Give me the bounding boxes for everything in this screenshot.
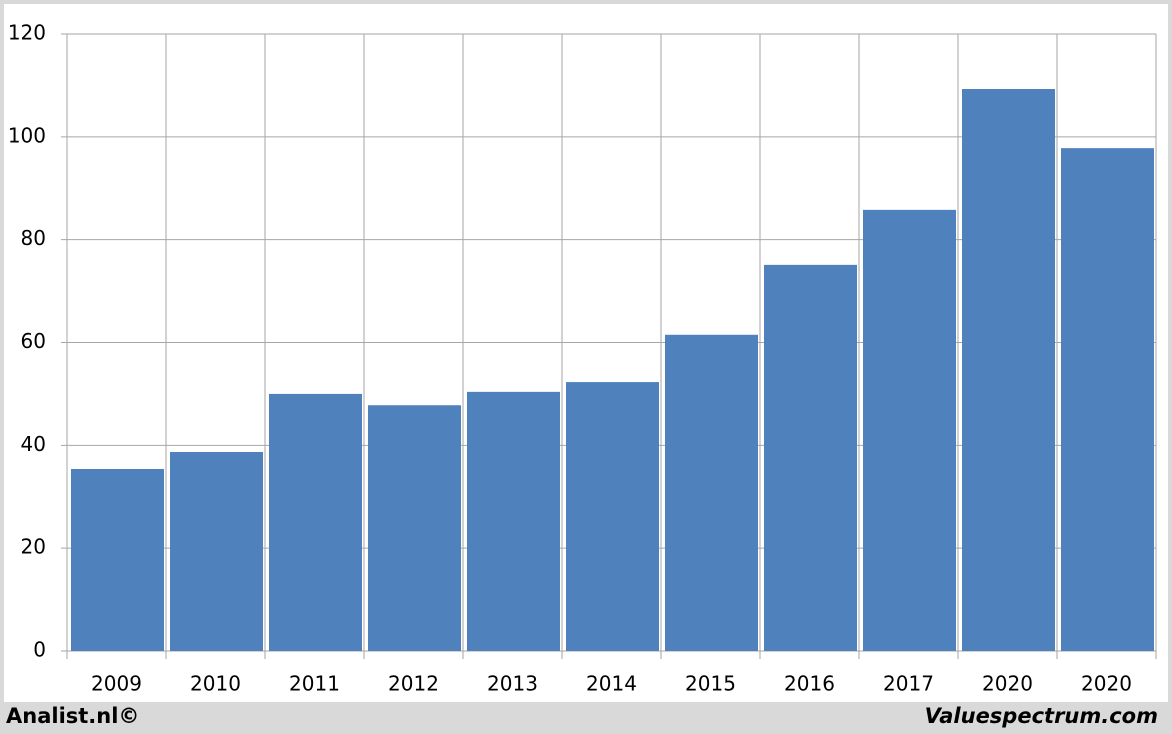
bar [1061, 148, 1154, 651]
x-tick-label: 2020 [982, 672, 1033, 696]
y-tick-label: 40 [21, 432, 46, 456]
x-tick-label: 2014 [586, 672, 637, 696]
x-tick-label: 2012 [388, 672, 439, 696]
y-tick-label: 60 [21, 329, 46, 353]
bar [566, 382, 659, 651]
bar [962, 89, 1055, 652]
x-tick-label: 2020 [1081, 672, 1132, 696]
bar [368, 405, 461, 651]
bar [764, 264, 857, 651]
y-tick-label: 80 [21, 226, 46, 250]
bar [665, 334, 758, 651]
bar [71, 468, 164, 651]
x-tick-label: 2009 [91, 672, 142, 696]
bar [863, 209, 956, 651]
bar [170, 452, 263, 651]
footer-left: Analist.nl© [6, 704, 139, 728]
x-tick-label: 2017 [883, 672, 934, 696]
x-tick-label: 2011 [289, 672, 340, 696]
x-tick-label: 2010 [190, 672, 241, 696]
x-tick-label: 2013 [487, 672, 538, 696]
footer-right: Valuespectrum.com [925, 704, 1158, 728]
bar [269, 393, 362, 651]
y-tick-label: 120 [8, 21, 46, 45]
x-tick-label: 2016 [784, 672, 835, 696]
y-tick-label: 100 [8, 123, 46, 147]
bar [467, 391, 560, 651]
y-tick-label: 20 [21, 535, 46, 559]
y-tick-label: 0 [33, 638, 46, 662]
x-tick-label: 2015 [685, 672, 736, 696]
